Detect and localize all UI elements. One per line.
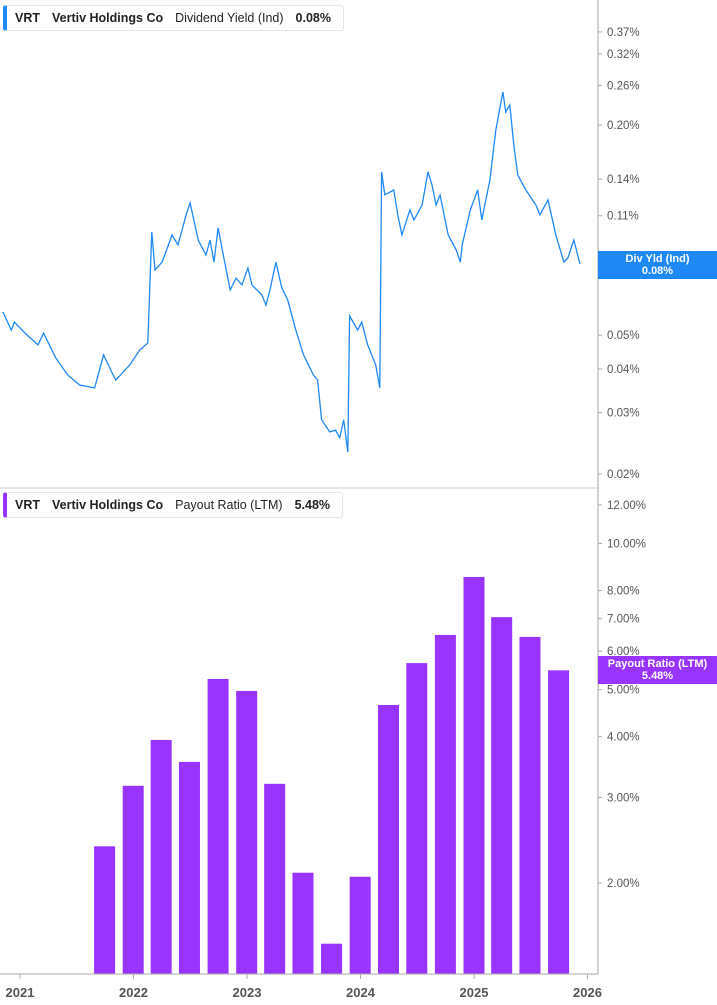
flag-value: 0.08% [641, 265, 674, 277]
y-tick-label: 4.00% [607, 732, 640, 744]
dividend-yield-panel [2, 91, 581, 453]
y-tick-label: 0.37% [607, 27, 640, 39]
y-tick-label: 2.00% [607, 878, 640, 890]
payout-ratio-bar [122, 785, 144, 974]
payout-ratio-legend: VRT Vertiv Holdings Co Payout Ratio (LTM… [3, 492, 344, 518]
legend-metric: Payout Ratio (LTM) [175, 498, 283, 512]
div-yield-value-flag: Div Yld (Ind) 0.08% [598, 251, 717, 279]
x-tick-label: 2021 [6, 985, 35, 1000]
dividend-yield-legend: VRT Vertiv Holdings Co Dividend Yield (I… [3, 5, 344, 31]
flag-value: 5.48% [641, 670, 674, 682]
axes: 0.37% 0.32% 0.26% 0.20% 0.14% 0.11% 0.05% 0.04%… [0, 0, 646, 1000]
y-tick-label: 0.32% [607, 49, 640, 61]
y-tick-label: 10.00% [607, 538, 646, 550]
legend-metric: Dividend Yield (Ind) [175, 11, 284, 25]
dividend-yield-line [2, 91, 581, 453]
y-tick-label: 7.00% [607, 614, 640, 626]
y-tick-label: 0.14% [607, 174, 640, 186]
y-tick-label: 6.00% [607, 646, 640, 658]
y-tick-label: 3.00% [607, 792, 640, 804]
payout-ratio-bar [94, 846, 116, 974]
payout-ratio-panel [94, 576, 570, 974]
payout-ratio-bar [292, 872, 314, 974]
legend-ticker: VRT [15, 498, 40, 512]
payout-ratio-bar [491, 617, 513, 974]
legend-value: 0.08% [295, 11, 331, 25]
payout-ratio-bar [406, 663, 428, 974]
payout-ratio-bar [548, 670, 570, 974]
payout-ratio-bar [207, 678, 229, 974]
legend-value: 5.48% [294, 498, 331, 512]
y-tick-label: 0.26% [607, 80, 640, 92]
x-tick-label: 2022 [119, 985, 148, 1000]
x-tick-label: 2024 [346, 985, 376, 1000]
legend-ticker: VRT [15, 11, 40, 25]
y-tick-label: 0.20% [607, 120, 640, 132]
legend-company: Vertiv Holdings Co [52, 498, 164, 512]
y-tick-label: 0.04% [607, 364, 640, 376]
y-tick-label: 5.00% [607, 685, 640, 697]
payout-ratio-value-flag: Payout Ratio (LTM) 5.48% [598, 656, 717, 684]
y-tick-label: 0.02% [607, 469, 640, 481]
payout-ratio-bar [150, 739, 172, 974]
payout-ratio-bar [463, 576, 485, 974]
flag-label: Payout Ratio (LTM) [607, 658, 708, 670]
x-tick-label: 2025 [460, 985, 489, 1000]
payout-ratio-bar [434, 634, 456, 974]
payout-ratio-bar [264, 783, 286, 974]
y-tick-label: 8.00% [607, 585, 640, 597]
payout-ratio-bar [178, 761, 200, 974]
payout-ratio-bar [349, 876, 371, 974]
legend-company: Vertiv Holdings Co [52, 11, 164, 25]
x-tick-label: 2026 [573, 985, 602, 1000]
y-tick-label: 0.11% [607, 211, 639, 223]
x-tick-label: 2023 [233, 985, 262, 1000]
y-tick-label: 0.03% [607, 408, 640, 420]
payout-ratio-bar [377, 704, 399, 974]
flag-label: Div Yld (Ind) [625, 253, 690, 265]
payout-ratio-bar [236, 690, 258, 974]
payout-ratio-bar [321, 943, 343, 974]
y-tick-label: 12.00% [607, 500, 646, 512]
payout-ratio-bar [519, 636, 541, 974]
y-tick-label: 0.05% [607, 330, 640, 342]
